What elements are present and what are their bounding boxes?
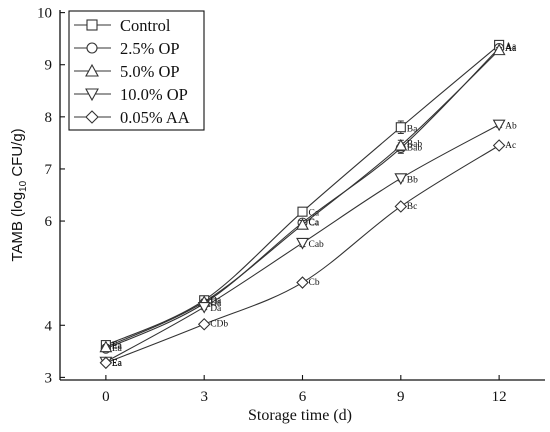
y-tick-label: 6 <box>45 214 53 230</box>
significance-label: Ca <box>309 218 320 228</box>
data-point <box>296 237 309 250</box>
y-tick-label: 9 <box>45 58 53 74</box>
x-tick-label: 6 <box>299 389 307 405</box>
data-point <box>297 206 308 217</box>
legend-label: 0.05% AA <box>120 108 190 127</box>
y-axis-label-tail: CFU/g) <box>9 128 26 181</box>
series-line-0-05-aa <box>105 145 500 364</box>
data-point <box>492 119 506 132</box>
data-point <box>99 340 113 353</box>
x-ticks: 0 3 6 9 12 <box>102 375 507 405</box>
significance-label: Ac <box>505 141 516 151</box>
data-point <box>492 43 506 56</box>
significance-label: Ba <box>407 124 418 134</box>
series-10-0-op: Ea Da Cab Bb Ab <box>99 119 517 369</box>
data-point <box>296 218 309 230</box>
significance-label: Ea <box>112 358 123 368</box>
significance-label: Ea <box>112 342 123 352</box>
significance-label: Aa <box>505 44 517 54</box>
significance-label: Bc <box>407 202 418 212</box>
legend-label: Control <box>120 16 171 35</box>
x-axis-label: Storage time (d) <box>248 407 352 424</box>
legend-items: Control 2.5% OP 5.0% OP 10.0% OP 0.05% AA <box>74 16 190 127</box>
data-point <box>99 356 113 370</box>
significance-label: Da <box>210 304 222 314</box>
series-5-0-op: Ea Da Ca Bab Aa <box>99 43 517 353</box>
data-point <box>197 317 211 331</box>
significance-label: Da <box>210 297 222 307</box>
legend-marker <box>86 42 98 54</box>
legend-item-10-0-op: 10.0% OP <box>74 85 188 104</box>
data-point <box>492 139 506 152</box>
x-tick-label: 12 <box>492 389 507 405</box>
significance-label: CDb <box>210 320 228 330</box>
significance-label: Ea <box>112 344 123 354</box>
data-point <box>394 200 408 213</box>
legend-item-2-5-op: 2.5% OP <box>74 39 180 58</box>
y-tick-label: 10 <box>37 6 52 22</box>
significance-label: Ea <box>112 359 123 369</box>
legend-item-control: Control <box>74 16 171 35</box>
y-tick-label: 7 <box>45 162 53 178</box>
y-tick-label: 8 <box>45 110 53 126</box>
significance-label: Ab <box>505 122 517 132</box>
legend-marker <box>85 88 99 102</box>
y-axis-label: TAMB (log10 CFU/g) <box>9 128 29 261</box>
data-point <box>296 276 309 289</box>
y-tick-label: 3 <box>45 370 53 386</box>
legend-label: 5.0% OP <box>120 62 180 81</box>
y-ticks: 3 4 6 7 8 9 10 <box>37 6 65 386</box>
significance-label: Da <box>210 296 222 306</box>
legend-label: 10.0% OP <box>120 85 188 104</box>
significance-label: Da <box>210 299 222 309</box>
legend: Control 2.5% OP 5.0% OP 10.0% OP 0.05% AA <box>68 10 205 131</box>
significance-label: Cb <box>309 278 320 288</box>
legend-label: 2.5% OP <box>120 39 180 58</box>
data-point <box>197 301 211 314</box>
series-layer: EaDaCaBaAaEaDaCaBabAaEaDaCaBabAaEaDaCabB… <box>99 39 517 370</box>
significance-label: Aa <box>505 44 517 54</box>
data-point <box>395 122 406 133</box>
legend-marker <box>86 19 98 31</box>
significance-label: Bb <box>407 175 418 185</box>
legend-marker <box>85 63 99 77</box>
significance-label: Ca <box>309 219 320 229</box>
data-point <box>394 173 408 185</box>
x-tick-label: 3 <box>200 389 208 405</box>
x-tick-label: 9 <box>397 389 405 405</box>
data-point <box>394 138 408 151</box>
significance-label: Cab <box>309 240 325 250</box>
significance-label: Aa <box>505 42 517 52</box>
series-0-05-aa: Ea CDb Cb Bc Ac <box>99 139 516 370</box>
y-axis-label-sub: 10 <box>18 180 29 192</box>
legend-item-0-05-aa: 0.05% AA <box>74 108 190 127</box>
y-tick-label: 4 <box>45 318 53 334</box>
x-tick-label: 0 <box>102 389 110 405</box>
significance-label: Ea <box>112 341 123 351</box>
significance-label: Bab <box>407 139 423 149</box>
legend-item-5-0-op: 5.0% OP <box>74 62 180 81</box>
y-axis-label-main: TAMB (log <box>9 192 26 262</box>
significance-label: Bab <box>407 144 423 154</box>
legend-marker <box>85 110 99 124</box>
